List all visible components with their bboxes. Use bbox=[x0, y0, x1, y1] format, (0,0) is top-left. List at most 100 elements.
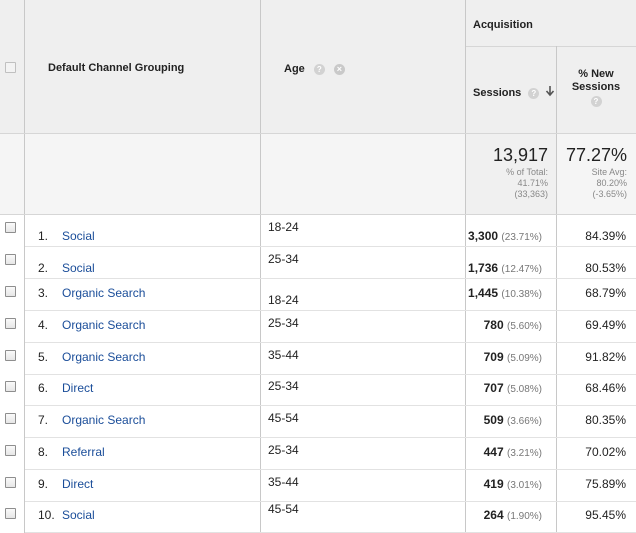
new-sessions-value: 68.79% bbox=[585, 286, 626, 300]
channel-link[interactable]: Referral bbox=[62, 445, 105, 459]
channel-link[interactable]: Direct bbox=[62, 381, 94, 395]
sessions-count: 3,300 bbox=[468, 229, 499, 243]
row-number: 8. bbox=[38, 445, 49, 459]
sessions-value: 419 (3.01%) bbox=[484, 477, 542, 491]
sessions-count: 419 bbox=[483, 477, 504, 491]
age-value: 25-34 bbox=[268, 252, 299, 266]
table-row: 1. Social 18-24 3,300 (23.71%) 84.39% bbox=[0, 214, 636, 246]
grid-line bbox=[24, 0, 25, 533]
sessions-value: 447 (3.21%) bbox=[484, 445, 542, 459]
age-header-label: Age bbox=[284, 63, 305, 75]
channel-link[interactable]: Organic Search bbox=[62, 413, 146, 427]
sessions-value: 1,445 (10.38%) bbox=[468, 286, 542, 300]
grid-line bbox=[465, 0, 466, 533]
age-value: 35-44 bbox=[268, 348, 299, 362]
sessions-value: 509 (3.66%) bbox=[484, 413, 542, 427]
row-number: 10. bbox=[38, 508, 55, 522]
row-checkbox[interactable] bbox=[5, 350, 16, 361]
channel-link[interactable]: Direct bbox=[62, 477, 94, 491]
sessions-value: 3,300 (23.71%) bbox=[468, 229, 542, 243]
sessions-total-count: (33,363) bbox=[514, 189, 548, 199]
table-row: 4. Organic Search 25-34 780 (5.60%) 69.49% bbox=[0, 310, 636, 342]
row-number: 1. bbox=[38, 229, 49, 243]
sessions-percent: (3.66%) bbox=[506, 416, 542, 427]
row-checkbox[interactable] bbox=[5, 381, 16, 392]
sessions-value: 709 (5.09%) bbox=[484, 350, 542, 364]
row-checkbox[interactable] bbox=[5, 445, 16, 456]
age-value: 45-54 bbox=[268, 502, 299, 516]
remove-dimension-icon[interactable]: × bbox=[333, 63, 345, 75]
row-checkbox[interactable] bbox=[5, 286, 16, 297]
age-header[interactable]: Age ? × bbox=[284, 63, 345, 75]
row-checkbox[interactable] bbox=[5, 413, 16, 424]
new-sessions-value: 68.46% bbox=[585, 381, 626, 395]
new-sessions-value: 70.02% bbox=[585, 445, 626, 459]
help-icon[interactable]: ? bbox=[528, 87, 540, 99]
table-row: 2. Social 25-34 1,736 (12.47%) 80.53% bbox=[0, 246, 636, 278]
new-sessions-site-avg-delta: (-3.65%) bbox=[592, 189, 627, 199]
new-sessions-value: 69.49% bbox=[585, 318, 626, 332]
channel-grouping-header[interactable]: Default Channel Grouping bbox=[48, 62, 185, 74]
new-sessions-total: 77.27% Site Avg: 80.20% (-3.65%) bbox=[557, 145, 627, 200]
table-row: 7. Organic Search 45-54 509 (3.66%) 80.35% bbox=[0, 405, 636, 437]
sessions-count: 1,736 bbox=[468, 261, 499, 275]
sessions-count: 509 bbox=[483, 413, 504, 427]
row-divider bbox=[25, 278, 636, 279]
row-divider bbox=[25, 437, 636, 438]
sessions-total-value: 13,917 bbox=[492, 145, 548, 165]
row-checkbox[interactable] bbox=[5, 477, 16, 488]
row-checkbox[interactable] bbox=[5, 318, 16, 329]
row-number: 2. bbox=[38, 261, 49, 275]
row-divider bbox=[25, 374, 636, 375]
sessions-percent: (5.08%) bbox=[506, 384, 542, 395]
grid-line bbox=[0, 133, 636, 134]
help-icon[interactable]: ? bbox=[590, 96, 602, 107]
sessions-value: 1,736 (12.47%) bbox=[468, 261, 542, 275]
sessions-percent: (10.38%) bbox=[501, 289, 542, 300]
sessions-percent: (3.01%) bbox=[506, 480, 542, 491]
sessions-percent: (23.71%) bbox=[501, 232, 542, 243]
row-divider bbox=[25, 469, 636, 470]
new-sessions-value: 80.35% bbox=[585, 413, 626, 427]
row-number: 3. bbox=[38, 286, 49, 300]
age-value: 25-34 bbox=[268, 316, 299, 330]
sessions-percent: (3.21%) bbox=[506, 448, 542, 459]
sessions-percent: (12.47%) bbox=[501, 264, 542, 275]
channel-link[interactable]: Organic Search bbox=[62, 318, 146, 332]
grid-line bbox=[556, 46, 557, 533]
select-all-checkbox[interactable] bbox=[5, 62, 16, 73]
channel-link[interactable]: Social bbox=[62, 229, 95, 243]
new-sessions-header[interactable]: % New Sessions ? bbox=[566, 68, 626, 107]
sessions-count: 264 bbox=[483, 508, 504, 522]
help-icon[interactable]: ? bbox=[313, 63, 325, 75]
age-value: 35-44 bbox=[268, 475, 299, 489]
sessions-value: 707 (5.08%) bbox=[484, 381, 542, 395]
acquisition-divider bbox=[466, 46, 636, 47]
new-sessions-value: 95.45% bbox=[585, 508, 626, 522]
sessions-total-label: % of Total: bbox=[506, 167, 548, 177]
row-checkbox[interactable] bbox=[5, 222, 16, 233]
sessions-percent: (1.90%) bbox=[506, 511, 542, 522]
age-value: 25-34 bbox=[268, 379, 299, 393]
sessions-value: 264 (1.90%) bbox=[484, 508, 542, 522]
table-row: 5. Organic Search 35-44 709 (5.09%) 91.82% bbox=[0, 342, 636, 374]
row-number: 4. bbox=[38, 318, 49, 332]
channel-link[interactable]: Social bbox=[62, 261, 95, 275]
sessions-header[interactable]: Sessions ? bbox=[473, 86, 555, 100]
channel-link[interactable]: Social bbox=[62, 508, 95, 522]
age-value: 25-34 bbox=[268, 443, 299, 457]
channel-link[interactable]: Organic Search bbox=[62, 350, 146, 364]
row-divider bbox=[25, 501, 636, 502]
new-sessions-site-avg-label: Site Avg: bbox=[591, 167, 627, 177]
table-row: 3. Organic Search 18-24 1,445 (10.38%) 68.79… bbox=[0, 278, 636, 310]
sort-descending-icon[interactable] bbox=[545, 86, 555, 100]
sessions-totals-cell bbox=[466, 133, 556, 214]
row-checkbox[interactable] bbox=[5, 254, 16, 265]
channel-link[interactable]: Organic Search bbox=[62, 286, 146, 300]
sessions-percent: (5.60%) bbox=[506, 321, 542, 332]
row-checkbox[interactable] bbox=[5, 508, 16, 519]
sessions-count: 780 bbox=[483, 318, 504, 332]
sessions-count: 707 bbox=[483, 381, 504, 395]
sessions-header-label: Sessions bbox=[473, 86, 522, 99]
sessions-count: 1,445 bbox=[468, 286, 499, 300]
